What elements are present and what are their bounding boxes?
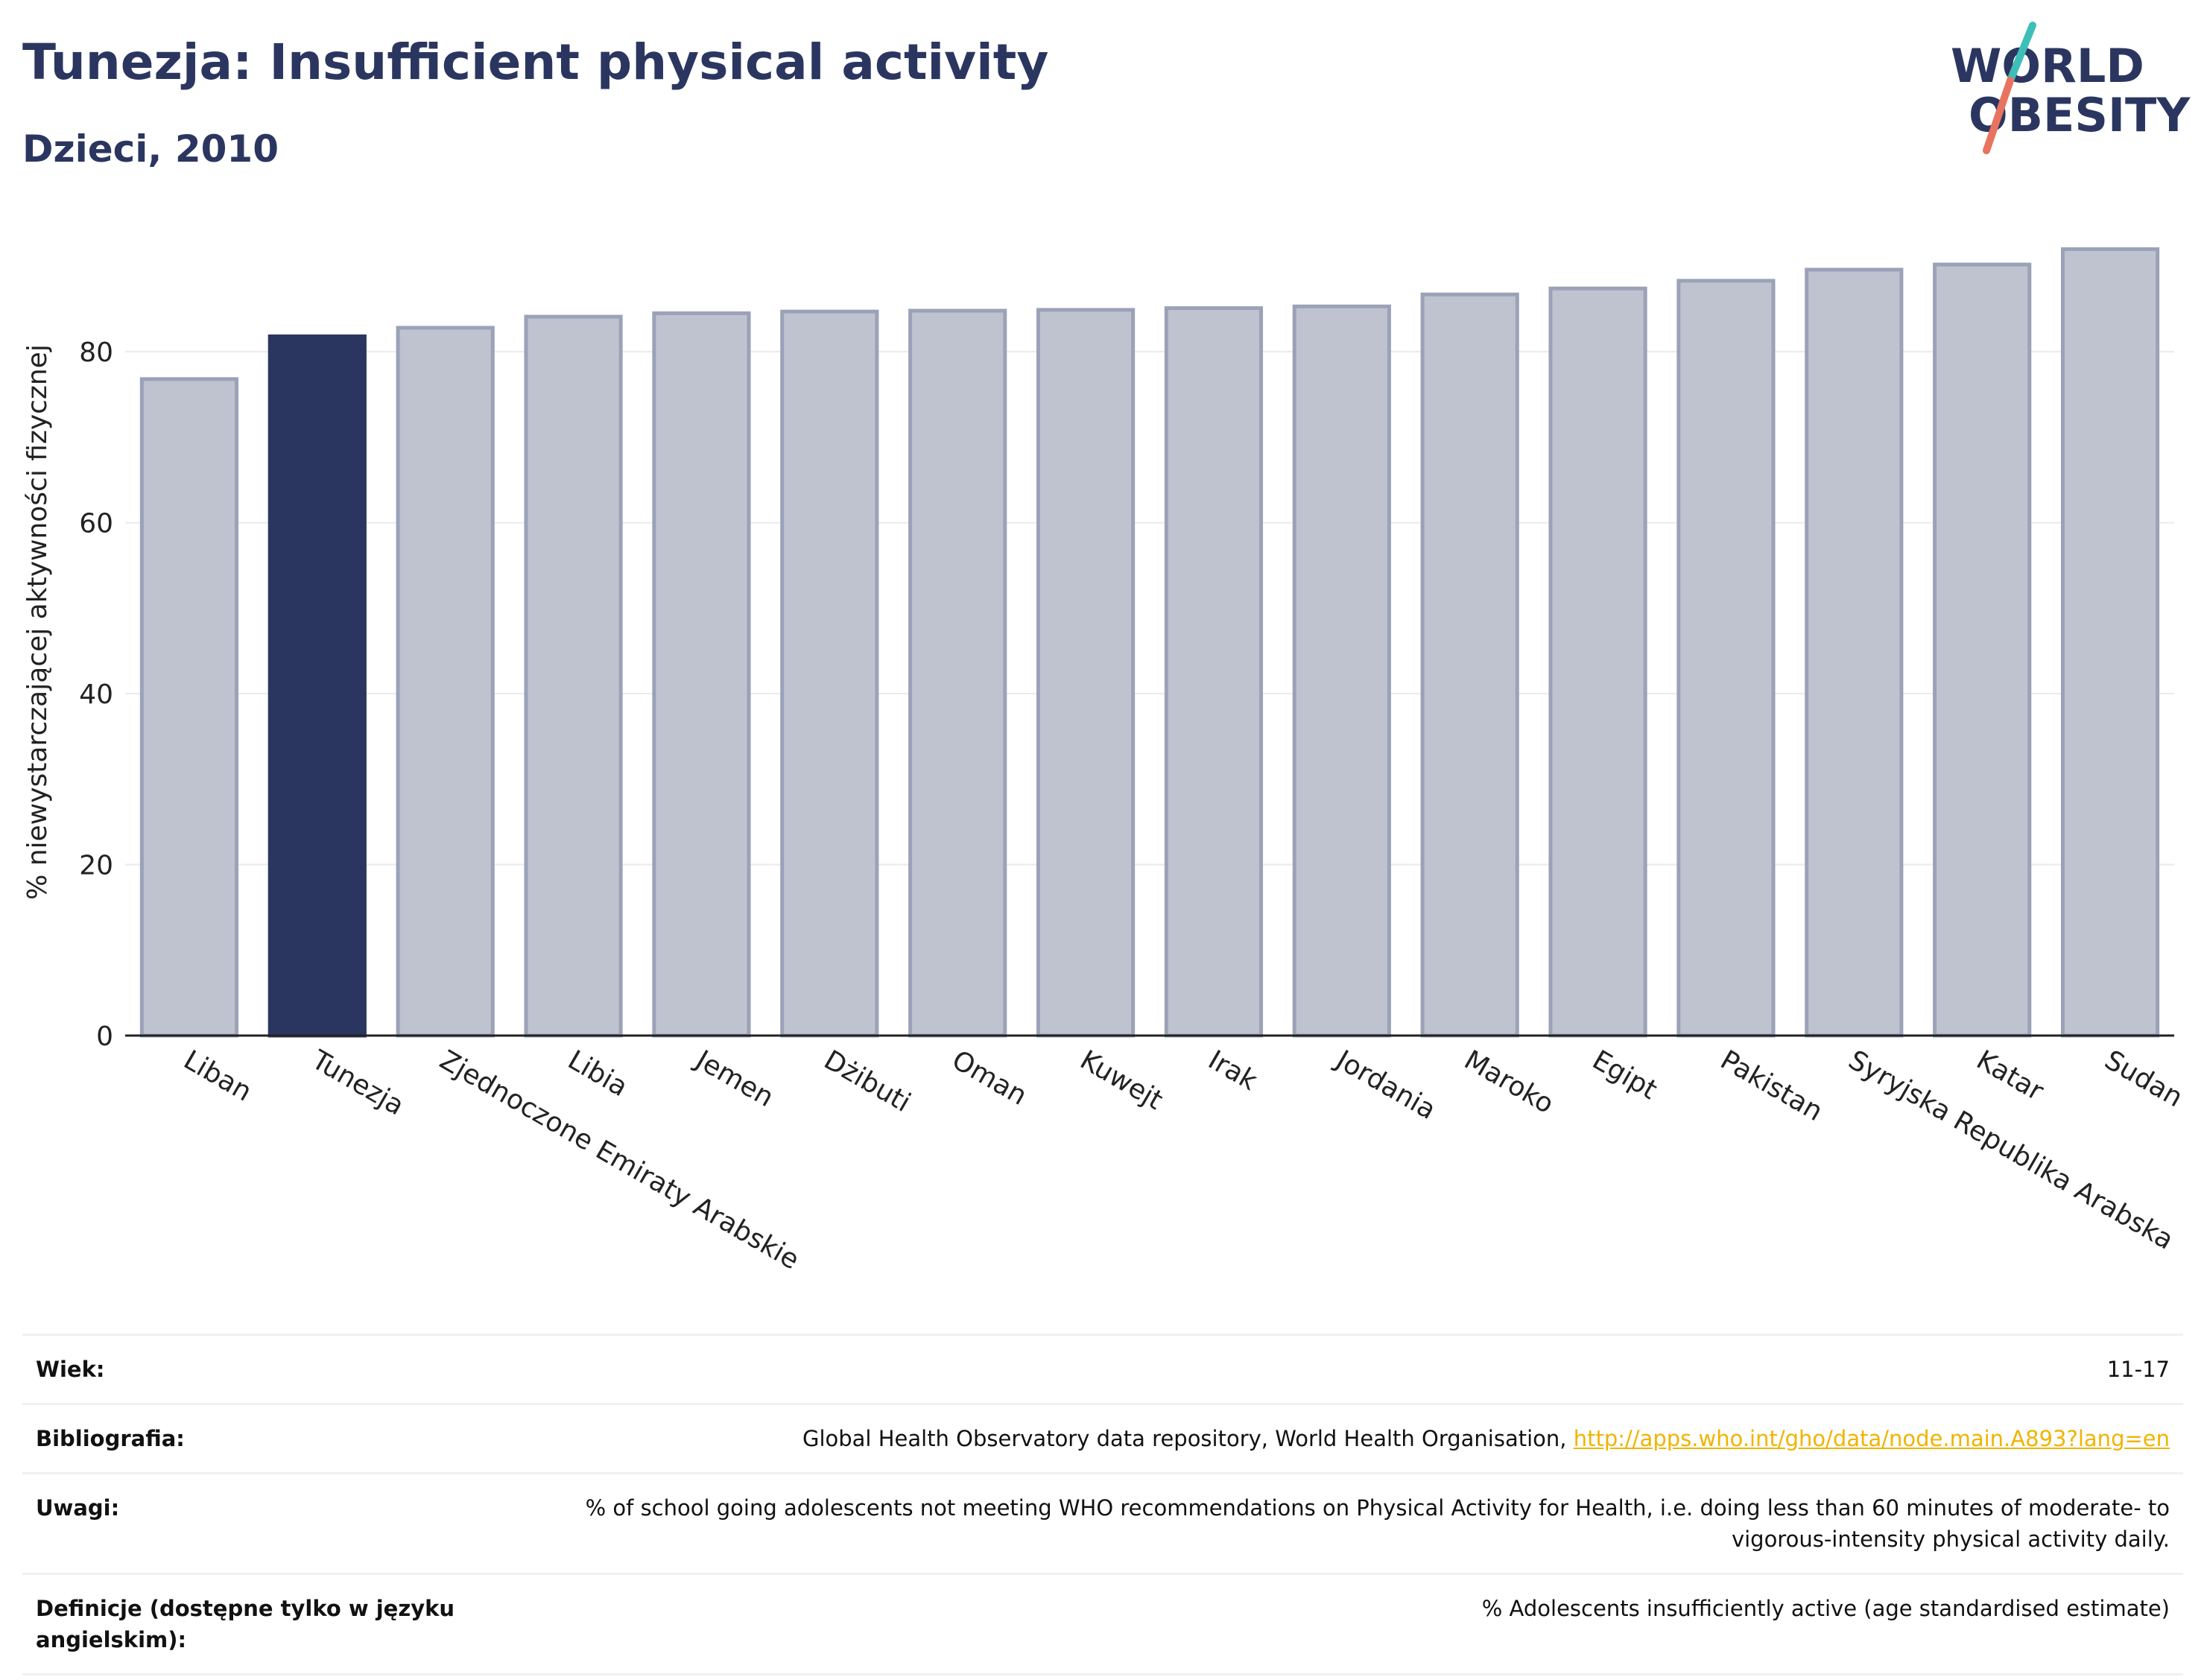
logo-slash-coral	[1983, 77, 2014, 154]
bar-10	[1420, 292, 1519, 1038]
page-subtitle: Dzieci, 2010	[22, 127, 279, 171]
bar-5	[780, 309, 879, 1038]
bar-3	[524, 314, 623, 1038]
y-axis-ticks: 0 20 40 60 80	[79, 337, 113, 1052]
info-row-definition: Definicje (dostępne tylko w języku angie…	[22, 1573, 2183, 1676]
bar-15	[2060, 247, 2160, 1038]
info-row-age: Wiek: 11-17	[22, 1333, 2183, 1404]
bar-12	[1676, 279, 1776, 1038]
x-tick-label: Kuwejt	[1075, 1045, 1168, 1116]
x-tick-label: Pakistan	[1715, 1045, 1828, 1127]
y-axis-label: % niewystarczającej aktywności fizycznej	[22, 344, 53, 900]
bar-9	[1292, 304, 1391, 1038]
bar-6	[908, 308, 1007, 1038]
x-tick-label: Oman	[947, 1045, 1032, 1112]
bar-13	[1805, 267, 1904, 1038]
y-tick-label: 80	[79, 337, 113, 368]
info-table: Wiek: 11-17 Bibliografia: Global Health …	[22, 1333, 2183, 1676]
x-tick-label: Egipt	[1587, 1045, 1662, 1106]
info-label-age: Wiek:	[22, 1333, 511, 1404]
world-obesity-logo: WORLD OBESITY	[1951, 22, 2191, 154]
bar-8	[1164, 306, 1264, 1038]
x-tick-label: Katar	[1972, 1045, 2049, 1107]
info-label-definition: Definicje (dostępne tylko w języku angie…	[22, 1573, 511, 1676]
x-axis-labels: Liban Tunezja Zjednoczone Emiraty Arabskie…	[178, 1044, 2188, 1275]
bars	[139, 247, 2160, 1038]
info-value-age: 11-17	[511, 1333, 2183, 1404]
x-tick-label: Irak	[1203, 1045, 1262, 1097]
x-tick-label: Libia	[563, 1045, 633, 1103]
bar-0	[139, 377, 239, 1038]
info-row-notes: Uwagi: % of school going adolescents not…	[22, 1472, 2183, 1574]
page-title: Tunezja: Insufficient physical activity	[22, 34, 1049, 91]
logo-slash-teal	[2007, 22, 2036, 84]
y-tick-label: 20	[79, 851, 113, 881]
y-tick-label: 40	[79, 679, 113, 710]
bar-11	[1548, 286, 1647, 1038]
info-label-notes: Uwagi:	[22, 1472, 511, 1574]
source-text: Global Health Observatory data repositor…	[802, 1426, 1574, 1452]
y-tick-label: 60	[79, 509, 113, 539]
bar-4	[652, 311, 751, 1038]
info-label-source: Bibliografia:	[22, 1403, 511, 1474]
info-value-definition: % Adolescents insufficiently active (age…	[511, 1573, 2183, 1676]
info-value-source: Global Health Observatory data repositor…	[511, 1403, 2183, 1474]
y-tick-label: 0	[96, 1021, 113, 1052]
x-tick-label: Jordania	[1330, 1044, 1441, 1126]
info-value-notes: % of school going adolescents not meetin…	[511, 1472, 2183, 1574]
bar-14	[1933, 262, 2032, 1038]
x-tick-label: Dżibuti	[819, 1045, 916, 1118]
x-tick-label: Tunezja	[305, 1045, 409, 1122]
x-tick-label: Jemen	[689, 1044, 779, 1113]
source-link[interactable]: http://apps.who.int/gho/data/node.main.A…	[1573, 1426, 2170, 1452]
bar-7	[1036, 308, 1136, 1038]
x-tick-label: Maroko	[1459, 1045, 1559, 1120]
x-tick-label: Liban	[178, 1045, 256, 1107]
info-row-source: Bibliografia: Global Health Observatory …	[22, 1403, 2183, 1474]
logo-line1: WORLD	[1951, 39, 2144, 93]
bar-1	[267, 334, 367, 1038]
x-tick-label: Sudan	[2100, 1045, 2188, 1113]
bar-2	[396, 326, 495, 1038]
